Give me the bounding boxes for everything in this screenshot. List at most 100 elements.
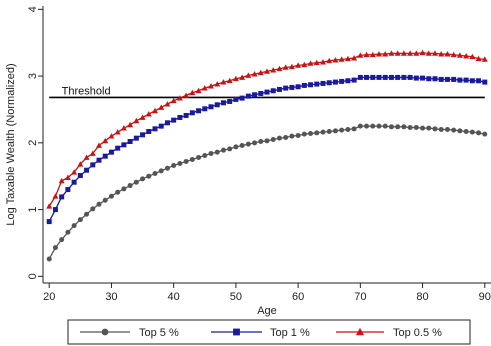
- x-tick-label: 70: [354, 291, 366, 303]
- data-point: [245, 72, 252, 78]
- data-point: [307, 60, 314, 66]
- data-point: [52, 193, 59, 199]
- data-point: [146, 173, 152, 179]
- data-point: [370, 123, 376, 129]
- legend-marker: [101, 328, 109, 336]
- data-point: [145, 111, 152, 117]
- data-point: [326, 57, 333, 64]
- data-point: [376, 123, 382, 129]
- legend-marker: [233, 328, 240, 336]
- data-point: [432, 50, 438, 56]
- data-point: [52, 245, 58, 251]
- data-point: [195, 87, 202, 94]
- data-point: [264, 68, 270, 74]
- y-axis: 0 1 2 3 4: [27, 6, 43, 279]
- data-point: [407, 50, 414, 56]
- data-point: [96, 201, 102, 207]
- data-point: [46, 203, 53, 209]
- data-point: [376, 74, 382, 80]
- data-point: [108, 193, 114, 199]
- data-point: [46, 219, 52, 225]
- data-point: [171, 117, 177, 123]
- data-point: [189, 157, 195, 163]
- data-point: [376, 51, 382, 57]
- legend-box: [67, 319, 471, 345]
- data-point: [139, 114, 146, 120]
- legend-label: Top 0.5 %: [393, 327, 442, 339]
- series-0: [46, 123, 488, 262]
- data-point: [239, 74, 246, 80]
- data-point: [370, 74, 376, 80]
- legend-marker: [355, 327, 365, 336]
- data-point: [214, 149, 220, 155]
- data-point: [177, 161, 183, 167]
- data-point: [419, 49, 426, 56]
- data-point: [289, 84, 295, 90]
- data-point: [133, 179, 139, 185]
- data-point: [357, 74, 363, 80]
- data-point: [420, 75, 426, 81]
- data-point: [283, 134, 289, 140]
- data-point: [357, 123, 363, 129]
- data-point: [314, 130, 320, 136]
- data-point: [189, 110, 195, 116]
- data-point: [59, 194, 65, 200]
- data-point: [158, 104, 165, 110]
- data-point: [326, 128, 332, 134]
- data-point: [463, 77, 469, 83]
- data-point: [201, 85, 208, 91]
- data-point: [339, 78, 345, 84]
- data-point: [227, 146, 233, 152]
- data-point: [226, 77, 233, 84]
- data-point: [220, 100, 226, 106]
- data-point: [270, 88, 276, 94]
- data-point: [164, 101, 171, 107]
- data-point: [58, 177, 65, 184]
- x-tick-label: 50: [230, 291, 242, 303]
- data-point: [183, 112, 189, 118]
- legend-label: Top 1 %: [270, 327, 310, 339]
- data-point: [476, 78, 482, 84]
- data-point: [77, 161, 84, 167]
- data-point: [413, 75, 419, 81]
- data-point: [140, 176, 146, 182]
- y-axis-title: Log Taxable Wealth (Normalized): [5, 63, 17, 225]
- data-point: [170, 97, 177, 104]
- data-point: [320, 80, 326, 86]
- data-point: [227, 98, 233, 104]
- data-point: [208, 83, 214, 89]
- data-point: [394, 50, 401, 56]
- data-point: [314, 81, 320, 87]
- data-point: [444, 126, 450, 132]
- series-1: [46, 74, 488, 225]
- data-point: [121, 186, 127, 192]
- data-point: [196, 155, 202, 161]
- data-point: [52, 207, 58, 213]
- data-point: [158, 123, 164, 129]
- data-point: [476, 130, 482, 136]
- data-point: [102, 197, 108, 203]
- data-point: [363, 51, 370, 58]
- data-point: [382, 51, 389, 57]
- legend-entry: Top 1 %: [211, 327, 310, 339]
- data-point: [301, 61, 308, 68]
- data-point: [96, 157, 102, 163]
- data-point: [177, 114, 183, 120]
- data-point: [65, 229, 71, 235]
- data-point: [152, 107, 158, 114]
- data-point: [382, 74, 388, 80]
- threshold-label: Threshold: [62, 85, 111, 97]
- data-point: [158, 168, 164, 174]
- x-tick-label: 60: [292, 291, 304, 303]
- data-point: [351, 126, 357, 132]
- data-point: [233, 96, 239, 102]
- plot-frame: [42, 6, 491, 284]
- data-point: [252, 140, 258, 146]
- data-point: [401, 74, 407, 80]
- data-point: [270, 67, 277, 73]
- data-point: [482, 131, 488, 137]
- data-point: [444, 76, 450, 82]
- data-point: [245, 93, 251, 99]
- y-tick-label: 1: [27, 207, 39, 213]
- data-point: [176, 95, 183, 101]
